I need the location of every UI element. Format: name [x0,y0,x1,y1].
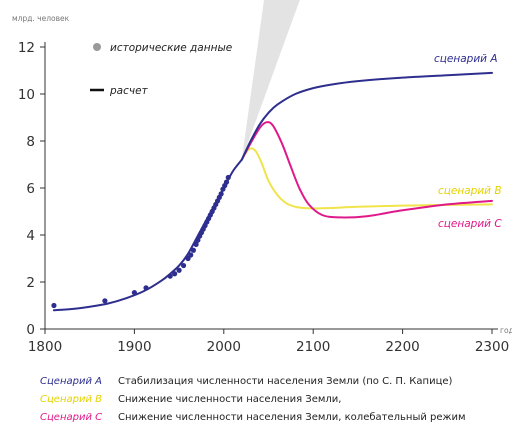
x-unit-label: год [500,326,512,335]
historical-point [225,174,231,181]
caption-key-c: Сценарий С [40,412,102,423]
historical-point [51,302,57,309]
caption-key-a: Сценарий А [40,376,102,387]
historical-point [218,191,224,197]
series-line-a [240,71,493,161]
uncertainty-cone [241,0,300,160]
series-line-b [240,147,493,210]
historical-points [51,174,231,309]
historical-point [167,273,173,279]
curves [52,71,493,312]
caption-key-b: Сценарий В [40,394,102,405]
historical-point [176,267,182,273]
historical-point [185,255,191,262]
legend-calculated-label: расчет [109,85,149,97]
y-unit-label: млрд. человек [12,14,70,23]
y-tick-label: 10 [18,87,35,103]
legend: исторические данные расчет [90,42,232,97]
y-tick-label: 6 [26,181,35,197]
y-tick-label: 0 [26,322,35,338]
historical-point [143,285,149,291]
historical-point [188,252,194,258]
x-tick-label: 2300 [475,339,509,355]
axes: 0 2 4 6 8 10 12 1800 1900 2000 2100 2200 2300 [18,40,509,355]
x-tick-label: 2000 [207,339,241,355]
historical-point [223,179,230,185]
x-tick-label: 1900 [117,339,151,355]
historical-point [131,289,137,296]
series-label-b: сценарий В [438,185,502,197]
series-label-a: сценарий А [434,53,498,65]
caption-text-a: Стабилизация численности населения Земли… [118,376,453,387]
y-tick-label: 4 [26,228,35,244]
legend-historical-marker [93,43,101,51]
x-tick-label: 2200 [385,339,419,355]
caption-text-c: Снижение численности населения Земли, ко… [118,412,466,423]
y-tick-label: 2 [26,275,35,291]
historical-point [172,271,178,277]
legend-historical-label: исторические данные [110,42,232,54]
y-tick-label: 12 [18,40,35,56]
historical-point [180,262,187,269]
series-label-c: сценарий С [438,218,502,230]
scenario-labels: сценарий А сценарий В сценарий С [434,53,502,230]
series-line-c [240,121,493,219]
y-tick-label: 8 [26,134,35,150]
x-tick-label: 2100 [296,339,330,355]
historical-point [190,247,197,253]
historical-point [193,241,199,247]
caption-text-b: Снижение численности населения Земли, [118,394,341,405]
caption-block: Сценарий А Стабилизация численности насе… [40,376,466,423]
historical-point [195,237,201,243]
historical-point [102,298,108,304]
x-tick-label: 1800 [28,339,62,355]
